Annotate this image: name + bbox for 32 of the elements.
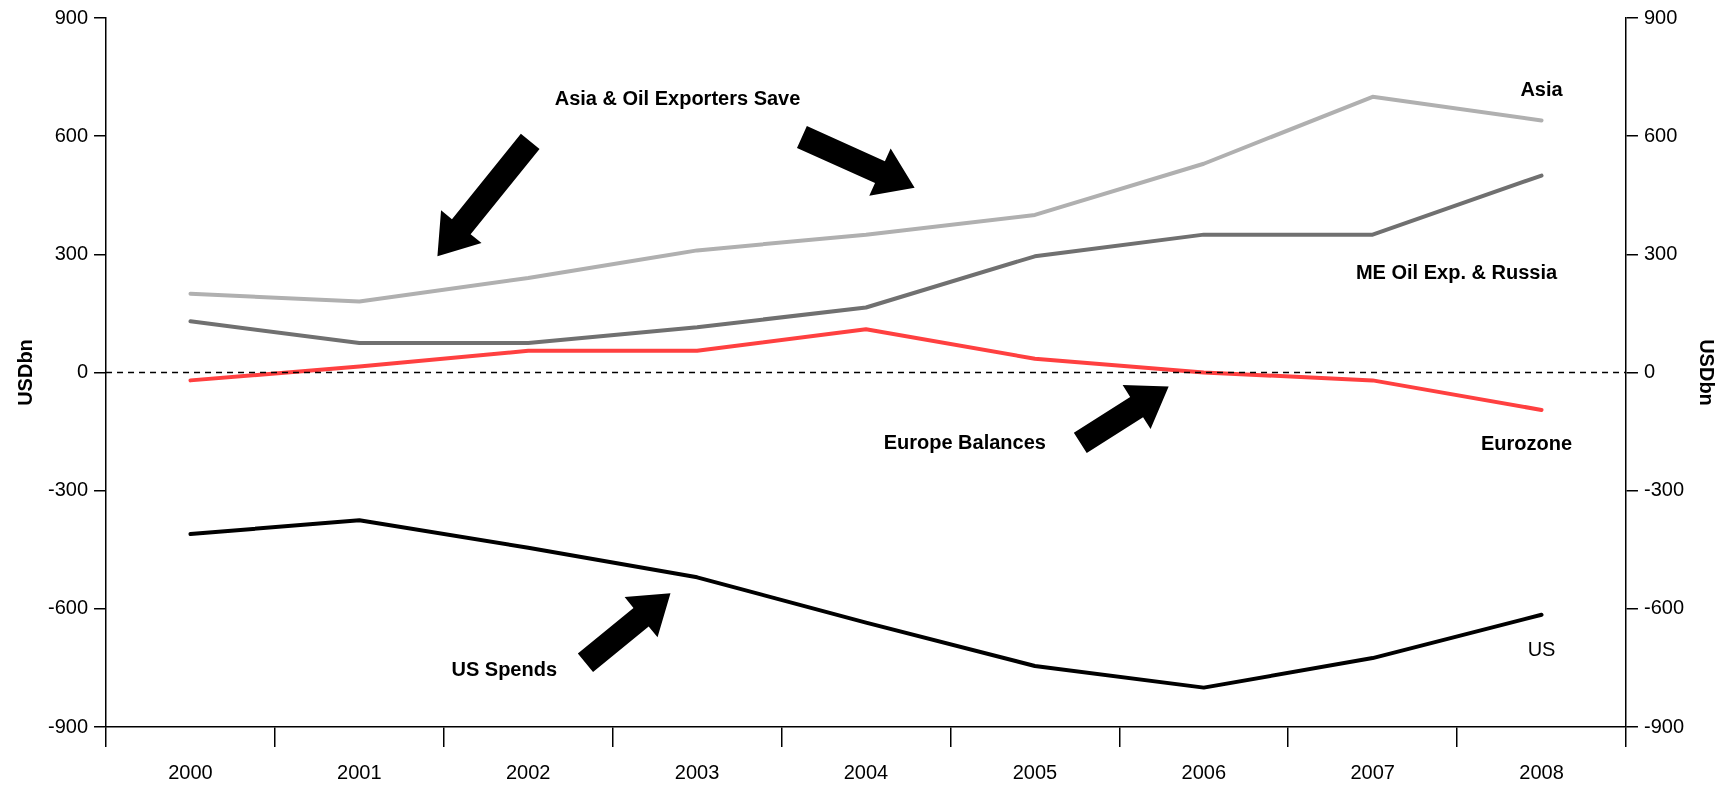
series-label: ME Oil Exp. & Russia xyxy=(1355,261,1558,284)
y2-tick-label: 600 xyxy=(1643,123,1678,146)
series-label: Asia xyxy=(1520,77,1564,100)
x-tick-label: 2006 xyxy=(1181,760,1227,783)
y-tick-label: -300 xyxy=(48,478,89,501)
annotation: Europe Balances xyxy=(883,430,1046,453)
y-tick-label: 900 xyxy=(54,5,89,28)
y-tick-label: 300 xyxy=(54,241,89,264)
x-tick-label: 2008 xyxy=(1519,760,1564,783)
x-tick-label: 2000 xyxy=(168,760,213,783)
x-tick-label: 2001 xyxy=(337,760,382,783)
y2-tick-label: 900 xyxy=(1643,5,1678,28)
series-label: US xyxy=(1527,638,1556,661)
y2-tick-label: -300 xyxy=(1643,478,1684,501)
series-label: Eurozone xyxy=(1480,432,1573,455)
y-axis-title: USDbn xyxy=(13,339,36,406)
x-tick-label: 2003 xyxy=(674,760,720,783)
x-tick-label: 2005 xyxy=(1012,760,1058,783)
x-tick-label: 2004 xyxy=(843,760,889,783)
y2-tick-label: 300 xyxy=(1643,241,1678,264)
x-tick-label: 2002 xyxy=(505,760,551,783)
y2-axis-title: USDbn xyxy=(1696,339,1719,406)
y2-tick-label: -900 xyxy=(1643,714,1684,737)
y-tick-label: 600 xyxy=(54,123,89,146)
y-tick-label: -600 xyxy=(48,596,89,619)
annotation: US Spends xyxy=(451,657,558,680)
y-tick-label: 0 xyxy=(76,360,89,383)
y-tick-label: -900 xyxy=(48,714,89,737)
y2-tick-label: -600 xyxy=(1643,596,1684,619)
y2-tick-label: 0 xyxy=(1643,360,1656,383)
x-tick-label: 2007 xyxy=(1350,760,1395,783)
annotation: Asia & Oil Exporters Save xyxy=(554,87,801,110)
